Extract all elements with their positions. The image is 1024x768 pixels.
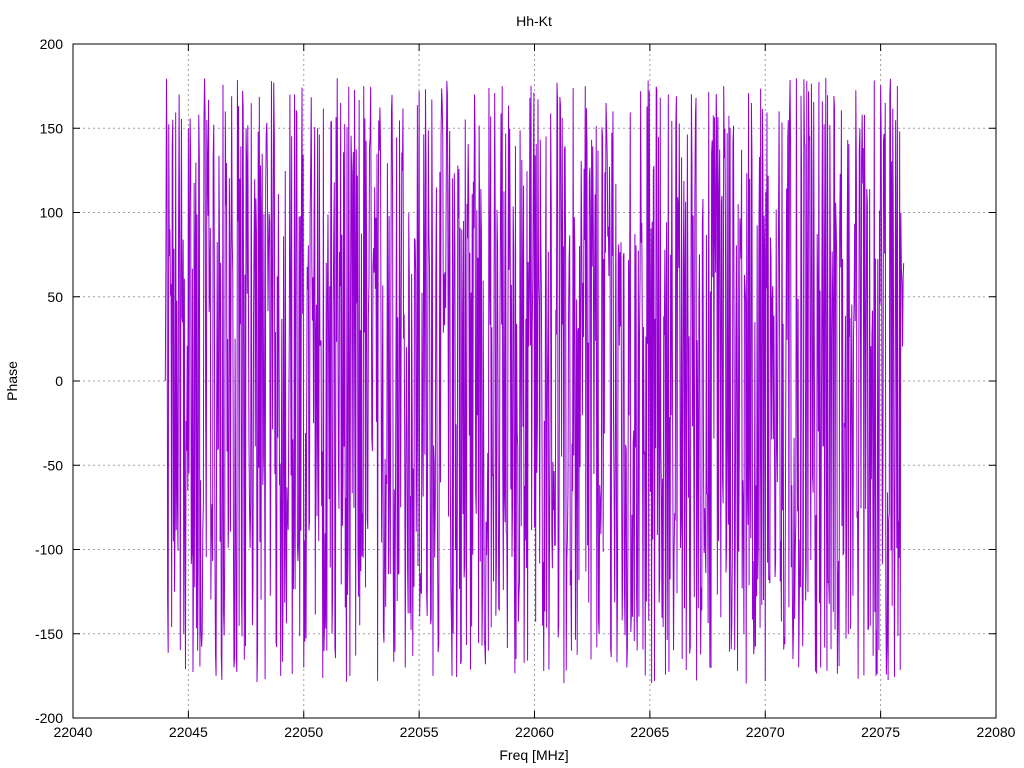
y-tick-labels: -200 -150 -100 -50 0 50 100 150 200 bbox=[35, 36, 63, 726]
y-tick-label: 100 bbox=[40, 205, 64, 221]
x-tick-label: 22075 bbox=[861, 724, 900, 740]
y-tick-label: 50 bbox=[47, 289, 63, 305]
x-tick-label: 22050 bbox=[284, 724, 323, 740]
y-tick-label: 200 bbox=[40, 36, 64, 52]
ticks-group bbox=[72, 43, 997, 719]
x-tick-label: 22070 bbox=[746, 724, 785, 740]
series-group bbox=[164, 77, 905, 684]
chart-title: Hh-Kt bbox=[516, 13, 552, 29]
series-line bbox=[164, 77, 905, 684]
y-tick-label: 150 bbox=[40, 120, 64, 136]
y-tick-label: 0 bbox=[55, 373, 63, 389]
x-tick-label: 22060 bbox=[515, 724, 554, 740]
x-tick-label: 22065 bbox=[630, 724, 669, 740]
y-tick-label: -100 bbox=[35, 542, 63, 558]
y-tick-label: -50 bbox=[43, 457, 63, 473]
x-tick-label: 22045 bbox=[169, 724, 208, 740]
y-axis-label: Phase bbox=[4, 361, 20, 401]
x-tick-labels: 22040 22045 22050 22055 22060 22065 22070 22075… bbox=[54, 724, 1016, 740]
x-tick-label: 22040 bbox=[54, 724, 93, 740]
y-tick-label: -200 bbox=[35, 710, 63, 726]
x-tick-label: 22055 bbox=[400, 724, 439, 740]
y-tick-label: -150 bbox=[35, 626, 63, 642]
x-tick-label: 22080 bbox=[977, 724, 1016, 740]
x-axis-label: Freq [MHz] bbox=[499, 747, 568, 763]
